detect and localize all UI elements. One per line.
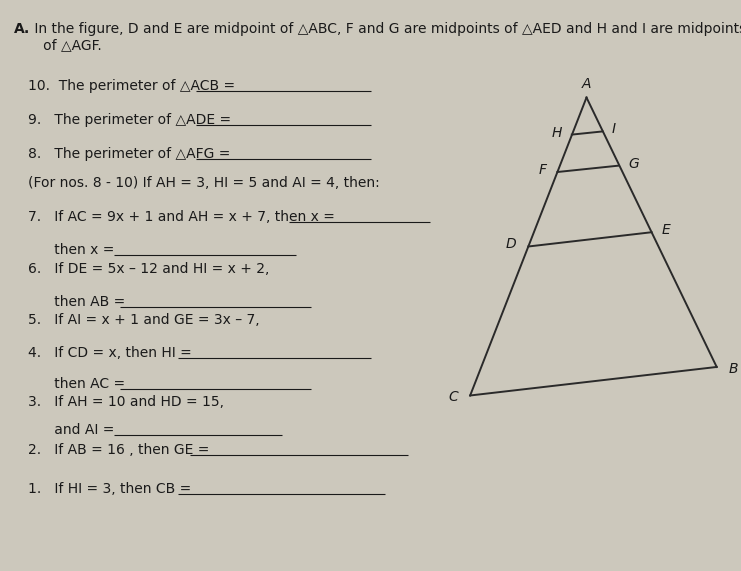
Text: G: G — [628, 156, 639, 171]
Text: F: F — [539, 163, 546, 177]
Text: 5.   If AI = x + 1 and GE = 3x – 7,: 5. If AI = x + 1 and GE = 3x – 7, — [28, 313, 259, 327]
Text: 1.   If HI = 3, then CB =: 1. If HI = 3, then CB = — [28, 482, 191, 497]
Text: 3.   If AH = 10 and HD = 15,: 3. If AH = 10 and HD = 15, — [28, 395, 224, 409]
Text: 10.  The perimeter of △ACB =: 10. The perimeter of △ACB = — [28, 79, 235, 93]
Text: E: E — [662, 223, 671, 237]
Text: A: A — [582, 77, 591, 91]
Text: 7.   If AC = 9x + 1 and AH = x + 7, then x =: 7. If AC = 9x + 1 and AH = x + 7, then x… — [28, 210, 335, 224]
Text: then AC =: then AC = — [28, 377, 125, 391]
Text: D: D — [505, 238, 516, 251]
Text: 2.   If AB = 16 , then GE =: 2. If AB = 16 , then GE = — [28, 443, 210, 457]
Text: A.: A. — [14, 22, 30, 36]
Text: 6.   If DE = 5x – 12 and HI = x + 2,: 6. If DE = 5x – 12 and HI = x + 2, — [28, 262, 270, 276]
Text: then AB =: then AB = — [28, 295, 125, 309]
Text: I: I — [611, 122, 616, 136]
Text: 8.   The perimeter of △AFG =: 8. The perimeter of △AFG = — [28, 147, 230, 162]
Text: and AI =: and AI = — [28, 423, 114, 437]
Text: 4.   If CD = x, then HI =: 4. If CD = x, then HI = — [28, 346, 192, 360]
Text: In the figure, D and E are midpoint of △ABC, F and G are midpoints of △AED and H: In the figure, D and E are midpoint of △… — [30, 22, 741, 52]
Text: 9.   The perimeter of △ADE =: 9. The perimeter of △ADE = — [28, 113, 231, 127]
Text: (For nos. 8 - 10) If AH = 3, HI = 5 and AI = 4, then:: (For nos. 8 - 10) If AH = 3, HI = 5 and … — [28, 176, 379, 190]
Text: then x =: then x = — [28, 243, 114, 258]
Text: B: B — [728, 362, 738, 376]
Text: C: C — [448, 391, 458, 404]
Text: H: H — [551, 126, 562, 139]
